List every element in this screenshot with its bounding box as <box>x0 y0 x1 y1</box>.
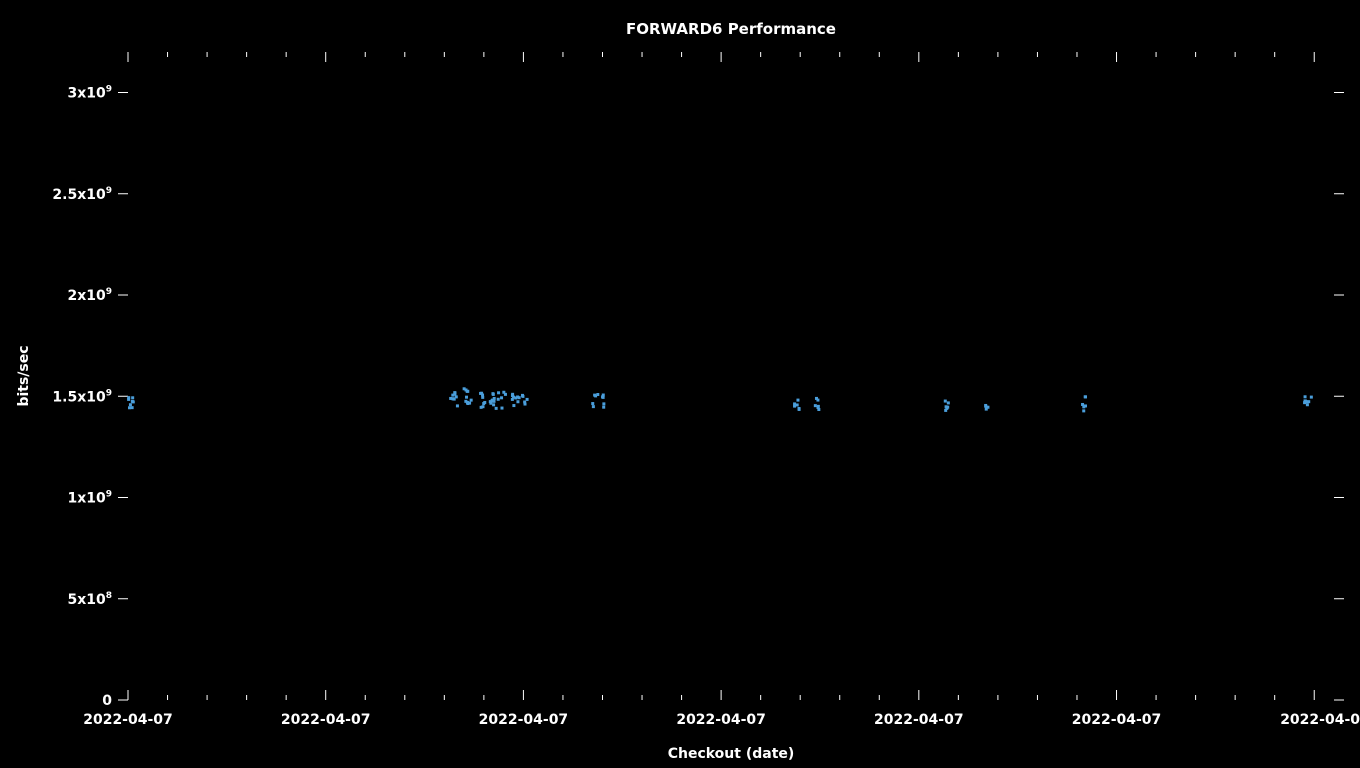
data-point <box>798 408 801 411</box>
data-point <box>817 405 820 408</box>
data-point <box>516 400 519 403</box>
data-point <box>466 390 469 393</box>
data-point <box>602 406 605 409</box>
data-point <box>1084 395 1087 398</box>
data-point <box>592 405 595 408</box>
x-tick-label: 2022-04-07 <box>1072 712 1162 728</box>
chart-title: FORWARD6 Performance <box>626 20 836 38</box>
y-tick-label: 3x109 <box>67 85 112 102</box>
data-point <box>516 395 519 398</box>
data-point <box>497 398 500 401</box>
performance-chart: FORWARD6 Performance Checkout (date) bit… <box>0 0 1360 768</box>
data-point <box>602 402 605 405</box>
data-point <box>480 406 483 409</box>
data-point <box>453 398 456 401</box>
data-point <box>132 400 135 403</box>
data-point <box>814 404 817 407</box>
y-tick-label: 1.5x109 <box>52 388 112 405</box>
chart-background <box>0 0 1360 768</box>
data-point <box>483 401 486 404</box>
x-tick-label: 2022-04-07 <box>479 712 569 728</box>
data-point <box>1082 405 1085 408</box>
x-tick-label: 2022-04-0 <box>1280 712 1360 728</box>
x-tick-label: 2022-04-07 <box>281 712 371 728</box>
data-point <box>131 406 134 409</box>
x-tick-label: 2022-04-07 <box>676 712 766 728</box>
data-point <box>591 402 594 405</box>
data-point <box>796 399 799 402</box>
data-point <box>463 387 466 390</box>
y-tick-label: 5x108 <box>67 591 112 608</box>
data-point <box>495 407 498 410</box>
data-point <box>1082 409 1085 412</box>
data-point <box>500 396 503 399</box>
data-point <box>453 393 456 396</box>
data-point <box>131 396 134 399</box>
data-point <box>512 404 515 407</box>
data-point <box>521 394 524 397</box>
data-point <box>945 405 948 408</box>
data-point <box>128 406 131 409</box>
data-point <box>594 394 597 397</box>
data-point <box>1310 396 1313 399</box>
data-point <box>465 396 468 399</box>
data-point <box>129 403 132 406</box>
data-point <box>500 407 503 410</box>
data-point <box>816 399 819 402</box>
data-point <box>492 403 495 406</box>
data-point <box>492 393 495 396</box>
data-point <box>489 400 492 403</box>
data-point <box>504 393 507 396</box>
y-tick-label: 2.5x109 <box>52 186 112 203</box>
data-point <box>481 396 484 399</box>
data-point <box>947 401 950 404</box>
y-tick-label: 2x109 <box>67 287 112 304</box>
y-tick-label: 0 <box>102 693 112 709</box>
data-point <box>456 404 459 407</box>
data-point <box>944 400 947 403</box>
data-point <box>1306 403 1309 406</box>
data-point <box>479 392 482 395</box>
data-point <box>944 409 947 412</box>
data-point <box>497 391 500 394</box>
data-point <box>511 394 514 397</box>
x-tick-label: 2022-04-07 <box>83 712 173 728</box>
y-tick-label: 1x109 <box>67 490 112 507</box>
y-axis-label: bits/sec <box>16 345 32 406</box>
x-tick-label: 2022-04-07 <box>874 712 964 728</box>
data-point <box>1304 395 1307 398</box>
data-point <box>523 400 526 403</box>
data-point <box>793 405 796 408</box>
x-axis-label: Checkout (date) <box>668 746 795 762</box>
data-point <box>817 408 820 411</box>
data-point <box>466 402 469 405</box>
data-point <box>1305 400 1308 403</box>
data-point <box>470 399 473 402</box>
data-point <box>984 405 987 408</box>
data-point <box>526 398 529 401</box>
data-point <box>602 394 605 397</box>
data-point <box>796 403 799 406</box>
data-point <box>127 398 130 401</box>
